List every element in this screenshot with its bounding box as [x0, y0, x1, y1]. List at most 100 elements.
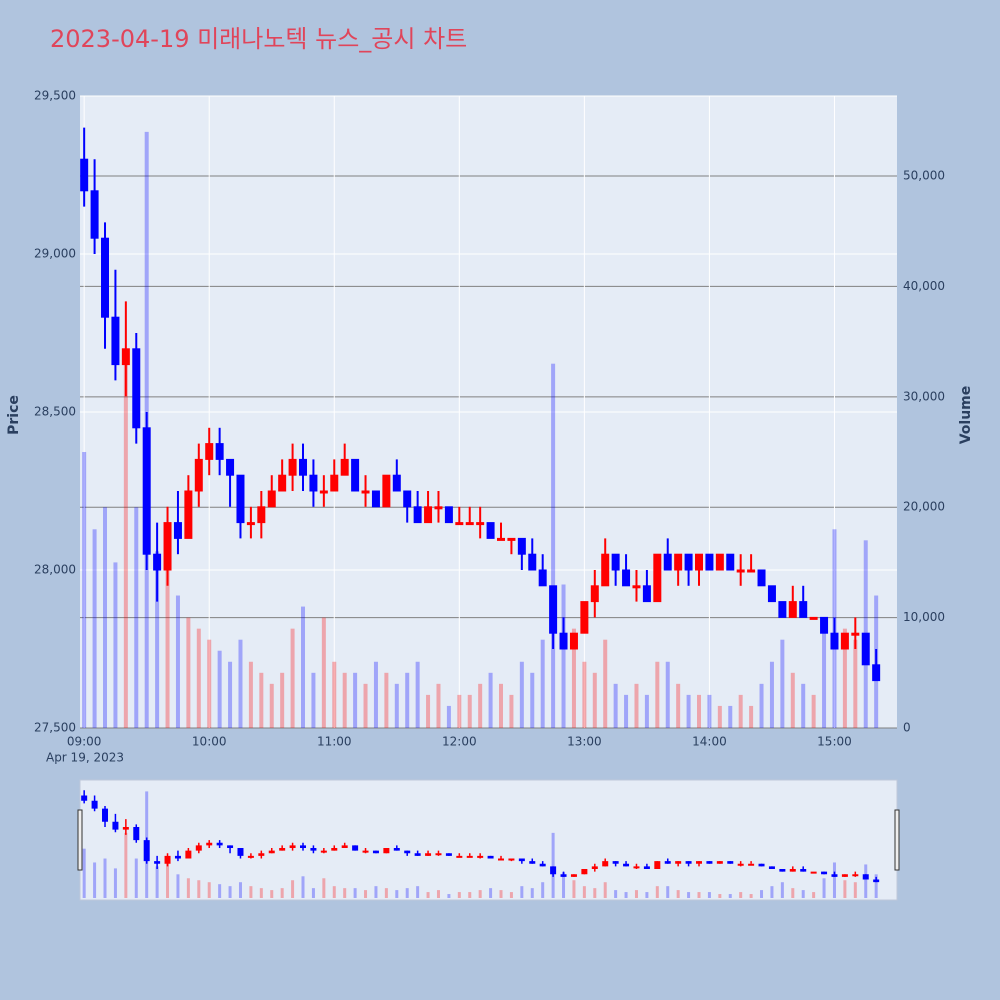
candle-body — [851, 632, 860, 636]
candle-body — [173, 522, 182, 539]
volume-bar — [749, 705, 754, 728]
slider-volume-bar — [739, 892, 743, 898]
volume-bar — [82, 452, 87, 728]
y2-tick-label: 10,000 — [903, 610, 945, 624]
x-tick-label: 15:00 — [817, 735, 852, 749]
volume-bar — [103, 507, 108, 728]
slider-candle-body — [768, 866, 775, 869]
slider-candle-body — [633, 866, 640, 869]
slider-candle-body — [435, 853, 442, 856]
slider-volume-bar — [426, 892, 430, 898]
slider-volume-bar — [176, 874, 180, 898]
candle-body — [465, 522, 474, 526]
slider-volume-bar — [384, 888, 388, 898]
slider-candle-body — [383, 848, 390, 854]
volume-bar — [592, 672, 597, 728]
slider-handle[interactable] — [77, 809, 83, 871]
candle-body — [653, 553, 662, 603]
slider-candle-body — [508, 858, 515, 861]
slider-volume-bar — [728, 894, 732, 898]
volume-bar — [686, 694, 691, 728]
volume-bar — [175, 595, 180, 728]
volume-bar — [353, 672, 358, 728]
slider-volume-bar — [520, 886, 524, 898]
candle-body — [194, 458, 203, 492]
slider-volume-bar — [676, 890, 680, 898]
candle-body — [799, 601, 808, 618]
slider-volume-bar — [468, 892, 472, 898]
slider-volume-bar — [332, 886, 336, 898]
candle-body — [111, 316, 120, 366]
candle-body — [705, 553, 714, 571]
volume-bar — [342, 672, 347, 728]
slider-candle-body — [310, 848, 317, 851]
candle-body — [736, 569, 745, 573]
candle-body — [580, 601, 589, 634]
slider-candle-body — [737, 863, 744, 866]
slider-candle-body — [133, 827, 140, 841]
range-slider[interactable] — [79, 779, 898, 901]
volume-bar — [92, 529, 97, 728]
slider-volume-bar — [457, 892, 461, 898]
candle-body — [142, 427, 151, 555]
slider-candle-body — [612, 861, 619, 864]
slider-candle-body — [570, 874, 577, 877]
slider-volume-bar — [697, 892, 701, 898]
candle-body — [299, 458, 308, 476]
slider-candle-body — [654, 861, 661, 869]
slider-candle-body — [122, 827, 129, 830]
slider-handle[interactable] — [894, 809, 900, 871]
slider-volume-bar — [843, 880, 847, 898]
slider-volume-bar — [687, 892, 691, 898]
candle-body — [590, 585, 599, 603]
slider-candle-body — [841, 874, 848, 877]
volume-bar — [394, 683, 399, 728]
slider-candle-body — [185, 850, 192, 859]
slider-volume-bar — [864, 864, 868, 898]
candle-body — [611, 553, 620, 571]
slider-volume-bar — [416, 886, 420, 898]
candle-body — [476, 522, 485, 526]
slider-candle-body — [862, 874, 869, 880]
slider-candle-body — [727, 861, 734, 864]
slider-candle-body — [174, 855, 181, 859]
volume-bar — [155, 551, 160, 728]
volume-bar — [759, 683, 764, 728]
candle-body — [236, 474, 245, 524]
slider-candle-body — [445, 853, 452, 856]
volume-bar — [811, 694, 816, 728]
volume-bar — [728, 705, 733, 728]
plot-layer: 27,500 28,000 28,500 29,000 29,500 0 10,000 20,… — [34, 89, 945, 898]
candle-body — [288, 458, 297, 476]
slider-candle-body — [404, 850, 411, 854]
slider-candle-body — [685, 861, 692, 864]
volume-bar — [113, 562, 118, 728]
volume-bar — [738, 694, 743, 728]
slider-volume-bar — [259, 888, 263, 898]
candle-body — [184, 490, 193, 539]
y-tick-label: 29,000 — [34, 247, 76, 261]
volume-bar — [634, 683, 639, 728]
volume-bar — [457, 694, 462, 728]
candle-body — [663, 553, 672, 571]
slider-volume-bar — [249, 886, 253, 898]
slider-candle-body — [821, 871, 828, 875]
slider-candle-body — [247, 855, 254, 858]
volume-bar — [780, 639, 785, 728]
slider-volume-bar — [489, 888, 493, 898]
volume-bar — [707, 694, 712, 728]
y-tick-label: 28,000 — [34, 563, 76, 577]
volume-bar — [238, 639, 243, 728]
slider-volume-bar — [634, 890, 638, 898]
candle-body — [549, 585, 558, 634]
slider-candle-body — [591, 866, 598, 869]
slider-candle-body — [487, 855, 494, 859]
candle-body — [132, 348, 141, 429]
volume-bar — [509, 694, 514, 728]
slider-candle-body — [758, 863, 765, 867]
slider-volume-bar — [874, 874, 878, 898]
slider-candle-body — [779, 869, 786, 872]
candle-body — [455, 522, 464, 526]
slider-candle-body — [372, 850, 379, 854]
